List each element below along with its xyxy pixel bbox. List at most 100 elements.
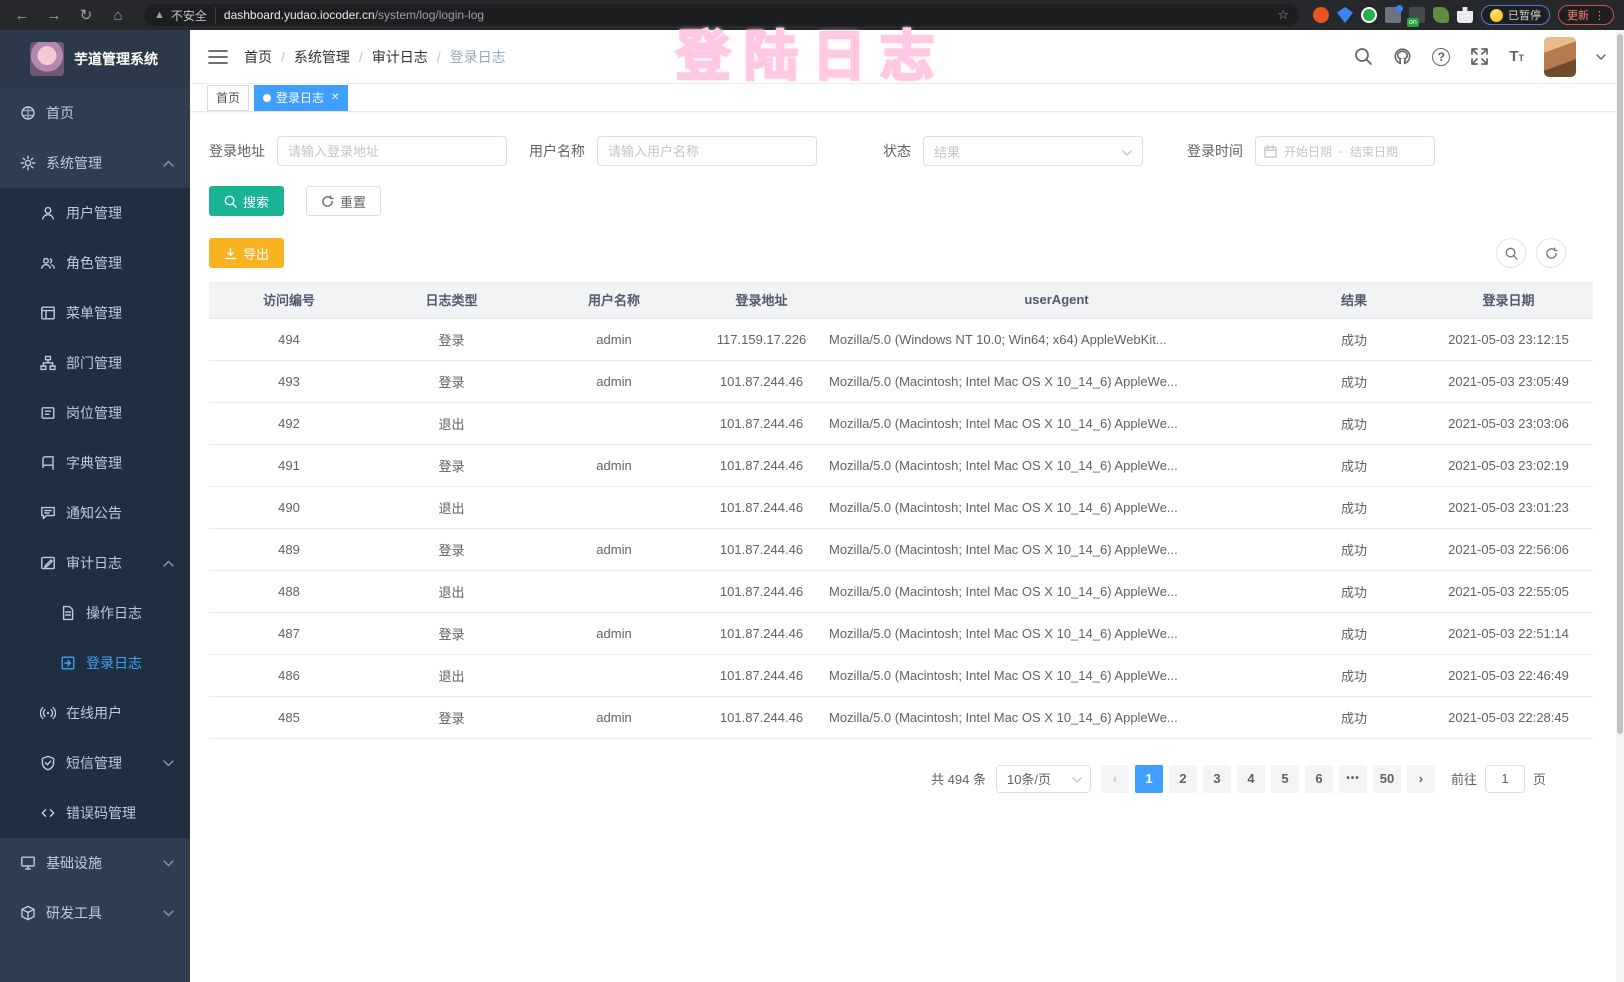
breadcrumb-home[interactable]: 首页 xyxy=(244,48,272,65)
scrollbar-thumb[interactable] xyxy=(1617,34,1623,734)
sidebar-item-menus[interactable]: 菜单管理 xyxy=(0,288,190,338)
dashboard-icon xyxy=(21,106,35,120)
close-icon[interactable]: ✕ xyxy=(331,92,340,103)
tag-home[interactable]: 首页 xyxy=(207,84,250,111)
reload-icon[interactable]: ↻ xyxy=(79,7,93,24)
chevron-down-icon xyxy=(163,759,174,767)
warning-icon: ▲ xyxy=(154,9,165,21)
profile-paused-button[interactable]: 已暂停 xyxy=(1481,5,1550,25)
sidebar-item-label: 首页 xyxy=(46,105,74,121)
refresh-table-button[interactable] xyxy=(1536,238,1566,268)
username-input[interactable] xyxy=(597,136,817,166)
filter-form: 登录地址 用户名称 状态 结果 登录时间 开始日期 - xyxy=(209,136,1604,166)
sidebar-item-notices[interactable]: 通知公告 xyxy=(0,488,190,538)
post-badge-icon xyxy=(41,407,55,419)
address-bar[interactable]: ▲ 不安全 dashboard.yudao.iocoder.cn /system… xyxy=(144,4,1299,26)
extension-green-icon[interactable] xyxy=(1361,7,1377,23)
page-button-4[interactable]: 4 xyxy=(1236,764,1265,793)
sidebar-item-roles[interactable]: 角色管理 xyxy=(0,238,190,288)
home-icon[interactable]: ⌂ xyxy=(113,6,123,24)
breadcrumb-system[interactable]: 系统管理 xyxy=(293,48,350,65)
font-size-icon[interactable]: TT xyxy=(1509,48,1524,65)
more-pages-button[interactable]: ••• xyxy=(1338,764,1367,793)
login-address-input[interactable] xyxy=(277,136,507,166)
sidebar-item-dev-tools[interactable]: 研发工具 xyxy=(0,888,190,938)
avatar[interactable] xyxy=(1544,36,1576,77)
breadcrumb-audit-log[interactable]: 审计日志 xyxy=(371,48,428,65)
page-button-50[interactable]: 50 xyxy=(1372,764,1401,793)
page-button-3[interactable]: 3 xyxy=(1202,764,1231,793)
page-size-select[interactable]: 10条/页 xyxy=(995,764,1091,793)
window-scrollbar[interactable] xyxy=(1616,30,1624,982)
sidebar-item-label: 登录日志 xyxy=(86,655,142,671)
goto-label: 前往 xyxy=(1450,772,1477,787)
filter-actions: 搜索 重置 xyxy=(209,186,1604,216)
next-page-button[interactable]: › xyxy=(1406,764,1435,793)
sidebar-item-online-users[interactable]: 在线用户 xyxy=(0,688,190,738)
sidebar-item-posts[interactable]: 岗位管理 xyxy=(0,388,190,438)
sidebar: 芋道管理系统 首页 系统管理 用户管理 角色管理 菜单管理 部门管理 岗位管理 xyxy=(0,30,190,982)
date-end-placeholder: 结束日期 xyxy=(1350,144,1399,159)
sidebar-item-system[interactable]: 系统管理 xyxy=(0,138,190,188)
fullscreen-icon[interactable] xyxy=(1470,47,1489,66)
header-login-address: 登录地址 xyxy=(694,282,829,319)
sidebar-item-users[interactable]: 用户管理 xyxy=(0,188,190,238)
sidebar-item-infrastructure[interactable]: 基础设施 xyxy=(0,838,190,888)
dictionary-icon xyxy=(42,456,54,470)
date-range-picker[interactable]: 开始日期 - 结束日期 xyxy=(1255,136,1435,166)
sidebar-item-sms[interactable]: 短信管理 xyxy=(0,738,190,788)
sidebar-item-label: 在线用户 xyxy=(66,705,122,721)
back-icon[interactable]: ← xyxy=(14,6,30,24)
goto-page-input[interactable] xyxy=(1484,764,1525,793)
table-row: 486 退出 101.87.244.46 Mozilla/5.0 (Macintosh… xyxy=(209,654,1593,697)
sidebar-item-label: 错误码管理 xyxy=(66,805,136,821)
reset-button[interactable]: 重置 xyxy=(306,186,382,216)
search-button[interactable]: 搜索 xyxy=(209,186,285,216)
prev-page-button[interactable]: ‹ xyxy=(1100,764,1129,793)
sidebar-item-dict[interactable]: 字典管理 xyxy=(0,438,190,488)
browser-update-button[interactable]: 更新 ⋮ xyxy=(1558,5,1614,25)
hamburger-icon[interactable] xyxy=(208,49,228,65)
menu-dots-icon[interactable]: ⋮ xyxy=(1594,9,1605,22)
sidebar-item-departments[interactable]: 部门管理 xyxy=(0,338,190,388)
tag-login-log[interactable]: 登录日志 ✕ xyxy=(254,84,349,111)
username-label: 用户名称 xyxy=(529,143,585,159)
status-label: 状态 xyxy=(883,143,911,159)
chevron-up-icon xyxy=(163,160,174,167)
github-icon[interactable] xyxy=(1393,47,1412,66)
extensions-puzzle-icon[interactable] xyxy=(1457,7,1473,23)
sidebar-item-label: 用户管理 xyxy=(66,205,122,221)
goto-page: 前往 页 xyxy=(1450,764,1546,793)
page-button-2[interactable]: 2 xyxy=(1168,764,1197,793)
extension-orange-icon[interactable] xyxy=(1313,7,1329,23)
login-address-label: 登录地址 xyxy=(209,143,265,159)
extension-gem-icon[interactable] xyxy=(1337,7,1353,23)
sidebar-item-error-codes[interactable]: 错误码管理 xyxy=(0,788,190,838)
export-button[interactable]: 导出 xyxy=(209,238,285,268)
page-content: 登录地址 用户名称 状态 结果 登录时间 开始日期 - xyxy=(190,112,1624,793)
extension-grid-icon[interactable] xyxy=(1385,5,1403,23)
toggle-search-button[interactable] xyxy=(1496,238,1526,268)
security-label[interactable]: 不安全 xyxy=(171,6,216,24)
extension-leaf-icon[interactable] xyxy=(1433,7,1449,23)
caret-down-icon[interactable] xyxy=(1596,53,1606,60)
page-button-6[interactable]: 6 xyxy=(1304,764,1333,793)
sidebar-item-audit-log[interactable]: 审计日志 xyxy=(0,538,190,588)
help-icon[interactable]: ? xyxy=(1432,47,1451,66)
sidebar-item-home[interactable]: 首页 xyxy=(0,88,190,138)
search-icon[interactable] xyxy=(1354,47,1373,66)
bookmark-star-icon[interactable]: ☆ xyxy=(1277,7,1289,22)
paused-label: 已暂停 xyxy=(1508,10,1541,22)
date-separator: - xyxy=(1339,144,1344,158)
extension-list-icon[interactable]: on xyxy=(1407,7,1425,27)
tags-view: 首页 登录日志 ✕ xyxy=(190,84,1624,112)
breadcrumb-separator: / xyxy=(358,48,363,65)
sidebar-item-operation-log[interactable]: 操作日志 xyxy=(0,588,190,638)
forward-icon[interactable]: → xyxy=(46,6,62,24)
header-result: 结果 xyxy=(1284,282,1424,319)
page-button-5[interactable]: 5 xyxy=(1270,764,1299,793)
sidebar-item-login-log[interactable]: 登录日志 xyxy=(0,638,190,688)
reset-button-label: 重置 xyxy=(340,194,367,210)
page-button-1[interactable]: 1 xyxy=(1134,764,1163,793)
status-select[interactable]: 结果 xyxy=(923,136,1143,166)
